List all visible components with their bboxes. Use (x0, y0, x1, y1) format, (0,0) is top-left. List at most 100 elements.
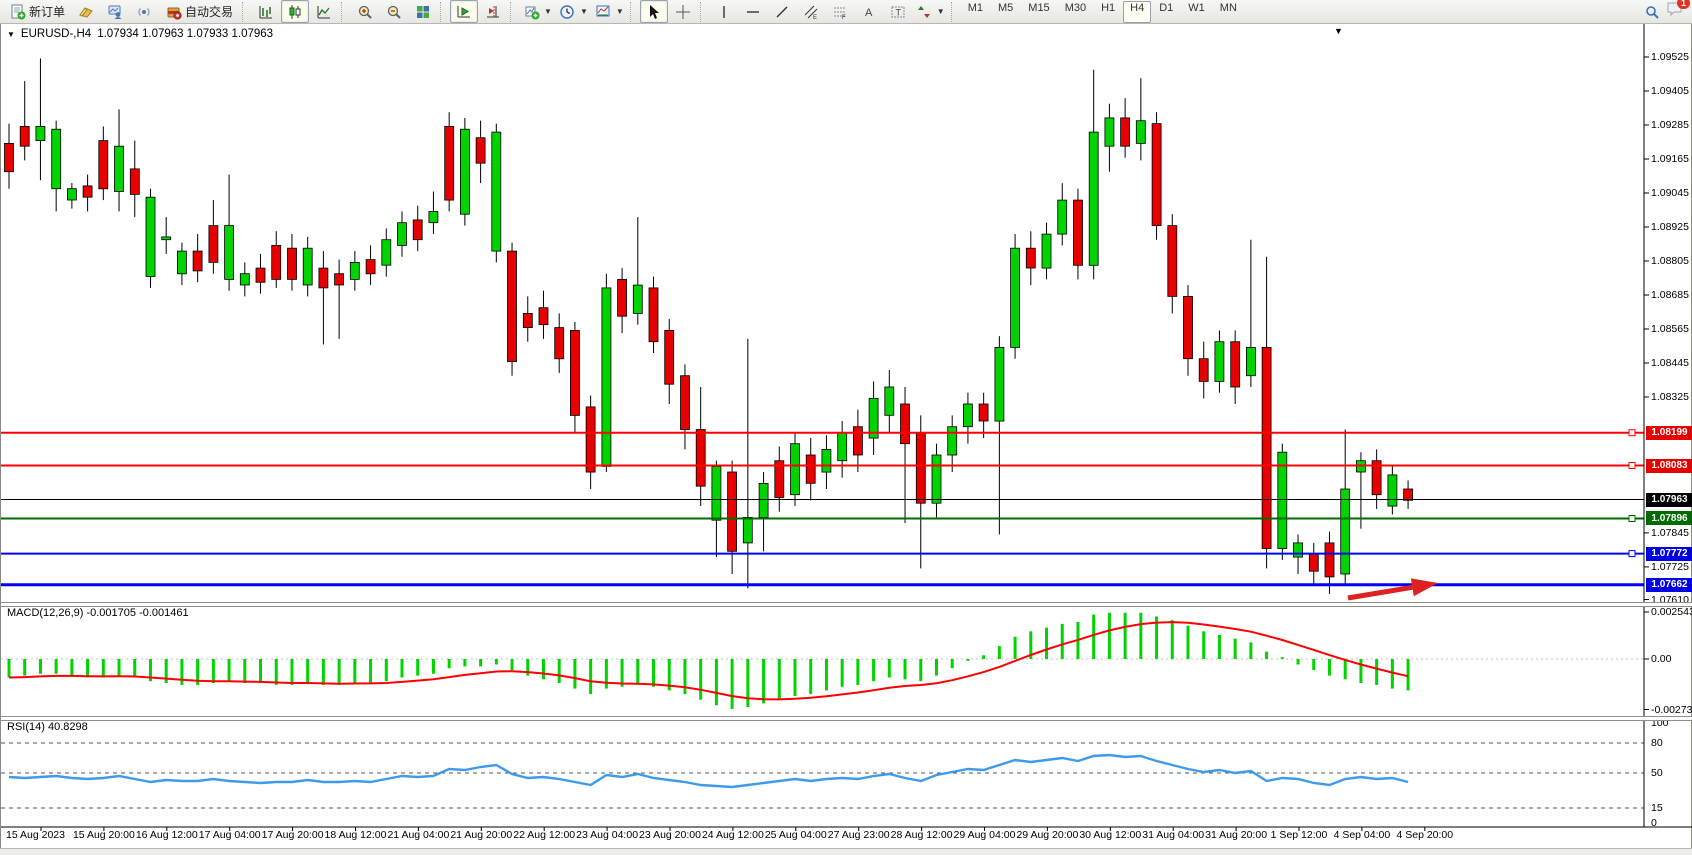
pane-splitter-rsi[interactable] (1, 716, 1692, 721)
zoom-out-icon (386, 4, 403, 20)
templates-button[interactable]: ▼ (592, 0, 627, 23)
indicators-button[interactable]: ▼ (520, 0, 555, 23)
timeframe-W1[interactable]: W1 (1188, 1, 1205, 14)
time-axis-label: 22 Aug 12:00 (513, 829, 576, 841)
trendline-tool-button[interactable] (768, 0, 796, 23)
pane-splitter-macd[interactable] (1, 602, 1692, 607)
time-axis-label: 24 Aug 12:00 (701, 829, 764, 841)
arrows-tool-button[interactable]: ▼ (913, 0, 948, 23)
time-axis-label: 15 Aug 2023 (6, 829, 65, 841)
price-badge: 1.07662 (1646, 577, 1692, 592)
periods-button[interactable]: ▼ (556, 0, 591, 23)
crosshair-icon (674, 4, 691, 20)
timeframe-M15[interactable]: M15 (1028, 1, 1050, 14)
vertical-line-tool-button[interactable] (710, 0, 738, 23)
svg-text:T: T (895, 7, 901, 17)
one-click-trading-arrow-icon[interactable]: ▼ (1334, 26, 1343, 36)
line-chart-mode-button[interactable] (310, 0, 338, 23)
price-tick-label: 1.08805 (1651, 254, 1689, 267)
price-tick-label: 1.09525 (1651, 51, 1689, 63)
timeframe-D1[interactable]: D1 (1159, 1, 1174, 14)
chart-collapse-toggle-icon[interactable]: ▼ (7, 29, 15, 39)
time-axis-label: 4 Sep 20:00 (1396, 829, 1454, 841)
tile-windows-button[interactable] (409, 0, 437, 23)
signals-button[interactable] (130, 0, 158, 23)
time-axis-label: 23 Aug 20:00 (639, 829, 701, 841)
time-axis-label: 4 Sep 04:00 (1333, 829, 1391, 841)
time-axis-label: 15 Aug 20:00 (72, 829, 135, 841)
time-axis-label: 25 Aug 04:00 (764, 829, 827, 841)
chart-shift-button[interactable] (479, 0, 507, 23)
time-axis-label: 1 Sep 12:00 (1270, 829, 1328, 841)
timeframe-H4[interactable]: H4 (1123, 0, 1152, 23)
timeframe-group: M1 M5 M15 M30 H1 H4 D1 W1 MN (961, 0, 1244, 23)
price-tick-label: 1.09405 (1651, 84, 1689, 97)
auto-scroll-icon (456, 4, 473, 20)
price-tick-label: 1.07845 (1651, 526, 1689, 539)
timeframe-M5[interactable]: M5 (998, 1, 1014, 14)
time-axis-label: 30 Aug 12:00 (1079, 829, 1142, 841)
time-axis-label: 27 Aug 23:00 (827, 829, 890, 841)
price-badge: 1.07963 (1646, 492, 1692, 507)
toolbar-separator (242, 1, 249, 22)
line-chart-icon (316, 4, 333, 20)
zoom-in-button[interactable] (351, 0, 379, 23)
price-tick-label: 1.09165 (1651, 152, 1689, 165)
price-badge: 1.07772 (1646, 546, 1692, 561)
price-tick-label: 1.08925 (1651, 220, 1689, 233)
template-icon (595, 4, 612, 20)
text-label-tool-button[interactable]: T (884, 0, 912, 23)
time-axis-label: 17 Aug 04:00 (198, 829, 261, 841)
svg-text:A: A (865, 7, 873, 19)
notifications-button[interactable]: 1 (1666, 0, 1690, 23)
new-order-icon (9, 4, 26, 20)
autotrade-button[interactable]: 自动交易 (159, 0, 239, 23)
dropdown-caret-icon: ▼ (615, 7, 624, 16)
chart-area[interactable]: ▼ EURUSD-,H4 1.07934 1.07963 1.07933 1.0… (0, 24, 1692, 848)
equidistant-channel-icon: E (802, 4, 819, 20)
new-order-label: 新订单 (29, 5, 66, 19)
time-axis-label: 31 Aug 04:00 (1142, 829, 1205, 841)
channel-tool-button[interactable]: E (797, 0, 825, 23)
crosshair-tool-button[interactable] (669, 0, 697, 23)
auto-scroll-button[interactable] (450, 0, 479, 23)
horizontal-line-icon (744, 4, 761, 20)
toolbar-separator (629, 1, 637, 22)
bar-chart-mode-button[interactable] (252, 0, 280, 23)
dropdown-caret-icon: ▼ (579, 7, 588, 16)
timeframe-H1[interactable]: H1 (1101, 1, 1116, 14)
text-icon: A (860, 4, 877, 20)
new-order-button[interactable]: 新订单 (3, 0, 71, 23)
toolbar-separator (510, 1, 517, 22)
deposit-button[interactable] (72, 0, 100, 23)
timeframe-MN[interactable]: MN (1219, 1, 1237, 14)
rsi-axis-label: 50 (1651, 767, 1663, 779)
community-button[interactable] (101, 0, 129, 23)
price-badge: 1.08083 (1646, 458, 1692, 473)
dropdown-caret-icon: ▼ (544, 7, 552, 16)
rsi-indicator-label: RSI(14) 40.8298 (7, 721, 88, 733)
rsi-axis-label: 80 (1651, 737, 1663, 749)
fibonacci-tool-button[interactable]: F (826, 0, 854, 23)
macd-axis-label: 0.002543 (1651, 606, 1692, 618)
timeframe-M30[interactable]: M30 (1064, 1, 1087, 14)
time-axis-label: 29 Aug 04:00 (953, 829, 1016, 841)
trendline-icon (773, 4, 790, 20)
chart-symbol-period: EURUSD-,H4 (20, 28, 92, 40)
price-badge: 1.08199 (1646, 425, 1692, 440)
timeframe-M1[interactable]: M1 (967, 1, 983, 14)
text-tool-button[interactable]: A (855, 0, 883, 23)
candlestick-mode-button[interactable] (281, 0, 310, 23)
chart-title: ▼ EURUSD-,H4 1.07934 1.07963 1.07933 1.0… (7, 28, 273, 40)
autotrade-label: 自动交易 (185, 5, 234, 19)
zoom-out-button[interactable] (380, 0, 408, 23)
add-indicator-icon (523, 4, 540, 20)
cursor-icon (645, 4, 662, 20)
search-button[interactable] (1638, 0, 1666, 23)
cursor-tool-button[interactable] (639, 0, 668, 23)
status-bar (0, 848, 1692, 855)
horizontal-line-tool-button[interactable] (739, 0, 767, 23)
macd-indicator-label: MACD(12,26,9) -0.001705 -0.001461 (7, 607, 189, 619)
signal-icon (136, 4, 153, 20)
